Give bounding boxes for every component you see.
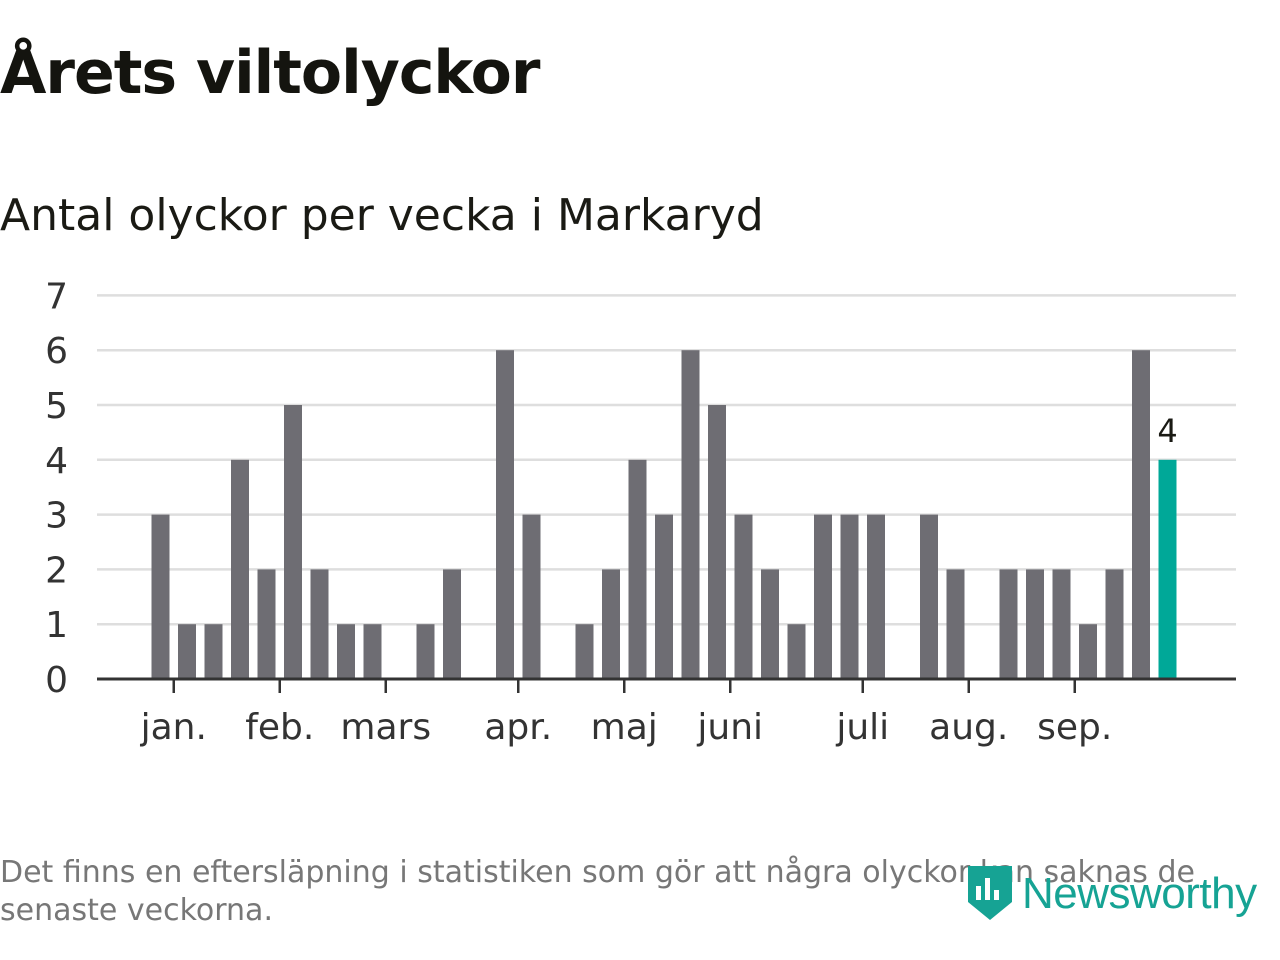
y-tick-label: 0: [45, 660, 68, 701]
y-tick-label: 1: [45, 605, 68, 646]
bar: [946, 569, 965, 679]
bar: [204, 624, 223, 679]
y-tick-label: 5: [45, 386, 68, 427]
bar: [655, 514, 673, 679]
bar: [522, 514, 541, 679]
bar-chart: 0 1 2 3 4 5 6 7 4 jan. feb. mars apr. maj juni juli aug.…: [45, 276, 1236, 748]
bar: [1079, 624, 1097, 679]
x-tick-label: apr.: [484, 707, 552, 748]
x-tick-label: jan.: [140, 707, 207, 748]
bar: [787, 624, 806, 679]
bar: [151, 514, 170, 679]
bar: [1026, 569, 1044, 679]
x-tick-label: sep.: [1037, 707, 1112, 748]
bar: [840, 514, 859, 679]
y-tick-label: 2: [45, 550, 68, 591]
bar: [814, 514, 832, 679]
bar-highlight: [1158, 459, 1177, 679]
bar: [575, 624, 594, 679]
bar: [681, 350, 700, 679]
y-tick-label: 7: [45, 276, 68, 317]
bar: [1052, 569, 1071, 679]
newsworthy-logo: Newsworthy: [964, 862, 1257, 926]
bar: [284, 405, 302, 679]
bar: [416, 624, 435, 679]
bar: [363, 624, 382, 679]
x-tick-label: juni: [696, 707, 763, 748]
bar: [628, 459, 647, 679]
y-tick-label: 4: [45, 441, 68, 482]
logo-text: Newsworthy: [1022, 869, 1257, 918]
bar: [1105, 569, 1124, 679]
bar: [761, 569, 779, 679]
chart-subtitle: Antal olyckor per vecka i Markaryd: [0, 190, 764, 241]
bar: [867, 514, 885, 679]
bar: [443, 569, 461, 679]
bar: [310, 569, 329, 679]
chart-title: Årets viltolyckor: [0, 38, 540, 108]
bar: [496, 350, 514, 679]
y-tick-label: 6: [45, 331, 68, 372]
bar: [257, 569, 276, 679]
bar: [178, 624, 196, 679]
bar: [734, 514, 753, 679]
bar: [708, 405, 726, 679]
bar: [231, 459, 249, 679]
y-tick-label: 3: [45, 496, 68, 537]
bar: [920, 514, 938, 679]
x-tick-label: mars: [340, 707, 431, 748]
chart-shield-icon: [964, 860, 1016, 928]
bar: [999, 569, 1018, 679]
x-tick-label: aug.: [929, 707, 1008, 748]
x-tick-label: maj: [591, 707, 658, 748]
x-tick-label: juli: [835, 707, 889, 748]
x-tick-label: feb.: [245, 707, 314, 748]
bar: [337, 624, 355, 679]
bar: [602, 569, 620, 679]
data-label: 4: [1157, 412, 1177, 450]
bar: [1132, 350, 1150, 679]
